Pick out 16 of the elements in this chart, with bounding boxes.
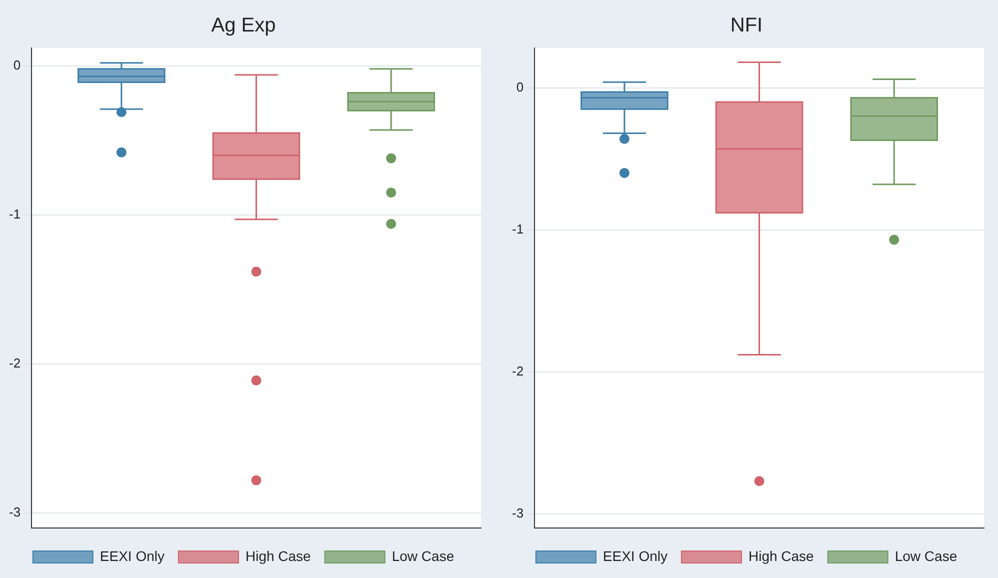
y-tick-label: -3 [512,505,524,520]
legend-label: High Case [245,548,312,564]
legend-label: Low Case [894,548,958,564]
legend-label: EEXI Only [100,548,164,564]
chart-title: Ag Exp [211,14,276,37]
y-tick-label: -2 [8,356,21,371]
legend-label: Low Case [392,548,454,564]
y-tick-label: 0 [516,79,524,94]
y-tick-label: -3 [8,504,21,520]
y-tick-label: -2 [512,363,524,378]
y-tick-label: -1 [512,221,524,236]
legend-label: EEXI Only [602,548,668,564]
legend-label: High Case [748,548,814,564]
y-tick-label: -1 [8,206,21,222]
chart-title: NFI [730,14,763,37]
y-tick-label: 0 [13,57,21,72]
